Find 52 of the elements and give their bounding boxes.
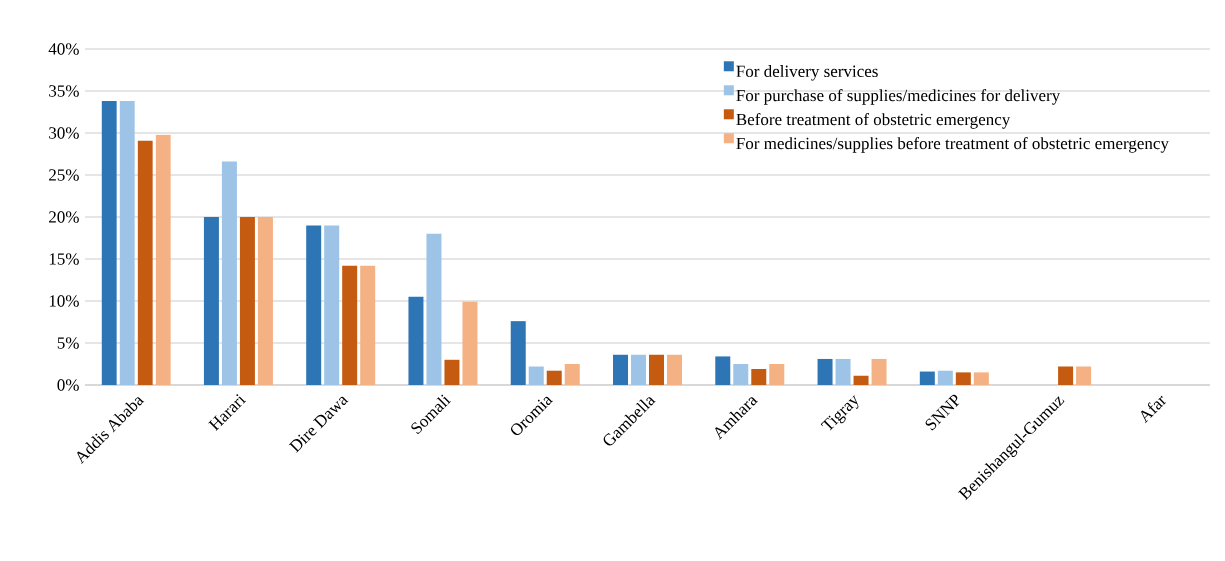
bar [715, 356, 731, 385]
bar [751, 369, 767, 385]
y-tick-label: 35% [49, 85, 79, 97]
y-tick-label: 10% [49, 295, 79, 307]
legend-label: For delivery services [736, 65, 878, 81]
bar [973, 372, 989, 385]
legend-label: For medicines/supplies before treatment of obstetric emergency [736, 137, 1169, 153]
y-tick-label: 30% [49, 127, 79, 139]
bar [649, 354, 664, 385]
bar [408, 296, 424, 385]
legend-label: For purchase of supplies/medicines for delivery [736, 89, 1061, 105]
bar [919, 371, 935, 385]
bar [613, 354, 628, 385]
bar [733, 363, 749, 385]
bar [119, 101, 135, 385]
bar [817, 358, 833, 385]
bar [360, 265, 376, 385]
bar [871, 358, 887, 385]
bar [546, 370, 562, 385]
y-tick-label: 5% [57, 337, 79, 349]
bar [1076, 366, 1092, 385]
bar [853, 375, 869, 385]
y-tick-label: 15% [49, 253, 79, 265]
bar [155, 134, 171, 385]
bar [564, 363, 580, 385]
legend-label: Before treatment of obstetric emergency [736, 113, 1011, 129]
bar [510, 321, 526, 385]
bar [306, 225, 322, 385]
bar [462, 301, 478, 385]
bar [137, 140, 153, 385]
bar [1058, 366, 1074, 385]
bar [769, 363, 785, 385]
bar [631, 354, 646, 385]
bar [835, 358, 851, 385]
bar [528, 366, 544, 385]
y-tick-label: 0% [57, 379, 79, 391]
bar [955, 372, 971, 385]
bar [444, 359, 460, 385]
bar [257, 216, 273, 385]
bar [203, 216, 219, 385]
y-tick-label: 20% [49, 211, 79, 223]
bar [324, 225, 340, 385]
y-tick-label: 40% [48, 43, 79, 55]
bar [667, 354, 683, 385]
bar [221, 161, 237, 385]
bar [937, 370, 953, 385]
bar [342, 265, 358, 385]
bar [101, 101, 117, 385]
y-tick-label: 25% [49, 169, 79, 181]
bar [426, 233, 442, 385]
bar [239, 216, 255, 385]
x-tick-label: Afar [1141, 395, 1167, 424]
